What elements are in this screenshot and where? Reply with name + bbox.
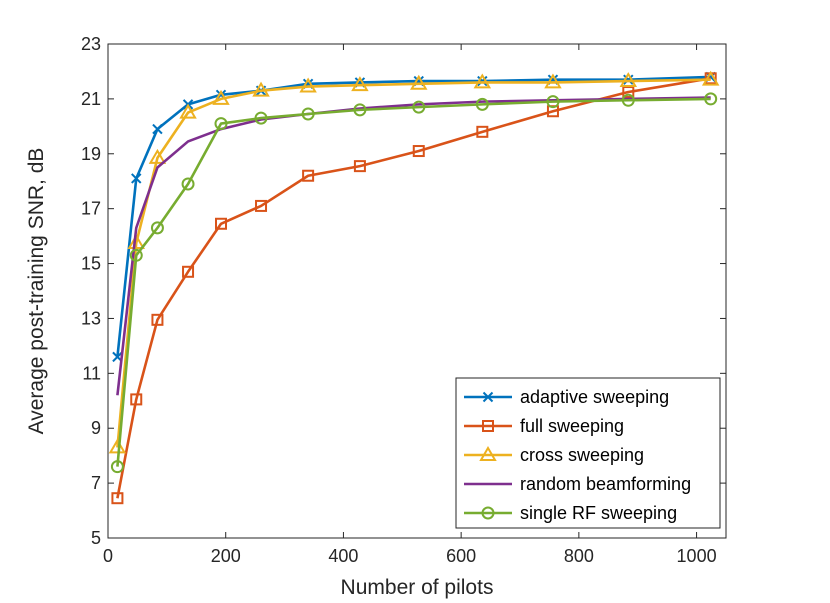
data-point-single-rf-sweeping bbox=[353, 103, 367, 117]
x-tick-label: 1000 bbox=[677, 546, 717, 566]
series-line-cross-sweeping bbox=[116, 78, 711, 448]
y-tick-label: 15 bbox=[81, 254, 101, 274]
legend-label-random-beamforming: random beamforming bbox=[520, 474, 691, 494]
data-point-cross-sweeping bbox=[473, 73, 492, 89]
y-tick-label: 7 bbox=[91, 473, 101, 493]
x-tick-label: 600 bbox=[446, 546, 476, 566]
y-tick-label: 19 bbox=[81, 144, 101, 164]
data-point-single-rf-sweeping bbox=[412, 100, 426, 114]
series-layer bbox=[108, 70, 720, 505]
x-axis-label: Number of pilots bbox=[341, 576, 494, 599]
data-point-single-rf-sweeping bbox=[621, 93, 635, 107]
y-tick-label: 5 bbox=[91, 528, 101, 548]
data-point-single-rf-sweeping bbox=[475, 97, 489, 111]
data-point-cross-sweeping bbox=[148, 148, 167, 164]
data-point-cross-sweeping bbox=[351, 76, 369, 92]
legend-marker-single-rf-sweeping bbox=[481, 506, 495, 520]
data-point-cross-sweeping bbox=[701, 70, 720, 86]
x-tick-label: 0 bbox=[103, 546, 113, 566]
x-tick-label: 400 bbox=[328, 546, 358, 566]
data-point-single-rf-sweeping bbox=[110, 460, 124, 474]
data-point-full-sweeping bbox=[215, 217, 228, 230]
data-point-cross-sweeping bbox=[619, 72, 638, 88]
data-point-full-sweeping bbox=[130, 393, 143, 406]
data-point-cross-sweeping bbox=[179, 103, 197, 119]
legend-marker-full-sweeping bbox=[482, 420, 494, 432]
data-point-adaptive-sweeping-b bbox=[131, 173, 142, 184]
data-point-cross-sweeping bbox=[212, 89, 230, 105]
y-tick-label: 21 bbox=[81, 89, 101, 109]
data-point-adaptive-sweeping bbox=[152, 123, 163, 135]
data-point-full-sweeping bbox=[476, 125, 489, 138]
data-point-single-rf-sweeping bbox=[301, 107, 315, 121]
data-point-cross-sweeping bbox=[544, 73, 562, 89]
legend-label-single-rf-sweeping: single RF sweeping bbox=[520, 503, 677, 523]
data-point-single-rf-sweeping bbox=[181, 177, 195, 191]
data-point-single-rf-sweeping bbox=[150, 221, 164, 235]
data-point-single-rf-sweeping bbox=[546, 95, 560, 109]
data-point-full-sweeping bbox=[412, 145, 425, 158]
data-point-adaptive-sweeping-b bbox=[112, 351, 123, 363]
data-point-full-sweeping bbox=[151, 313, 164, 326]
legend-label-full-sweeping: full sweeping bbox=[520, 416, 624, 436]
y-tick-label: 17 bbox=[81, 199, 101, 219]
legend-marker-adaptive-sweeping bbox=[482, 391, 494, 403]
data-point-full-sweeping bbox=[111, 492, 124, 505]
data-point-adaptive-sweeping bbox=[477, 75, 488, 87]
legend-marker-adaptive-sweeping-b bbox=[482, 391, 494, 403]
data-point-adaptive-sweeping-b bbox=[477, 75, 488, 87]
data-point-cross-sweeping bbox=[410, 74, 428, 90]
data-point-full-sweeping bbox=[302, 169, 315, 182]
legend-label-cross-sweeping: cross sweeping bbox=[520, 445, 644, 465]
data-point-single-rf-sweeping bbox=[704, 92, 718, 106]
x-tick-label: 800 bbox=[564, 546, 594, 566]
legend-marker-cross-sweeping bbox=[479, 446, 497, 461]
legend: adaptive sweeping full sweeping cross swee… bbox=[455, 377, 721, 529]
data-point-single-rf-sweeping bbox=[254, 111, 268, 125]
data-point-adaptive-sweeping bbox=[131, 173, 142, 184]
data-point-full-sweeping bbox=[353, 160, 366, 173]
series-line-full-sweeping bbox=[116, 77, 711, 499]
data-point-cross-sweeping bbox=[127, 233, 145, 249]
y-tick-label: 13 bbox=[81, 308, 101, 328]
data-point-cross-sweeping bbox=[252, 81, 270, 97]
data-point-adaptive-sweeping-b bbox=[623, 74, 634, 85]
y-axis-label: Average post-training SNR, dB bbox=[25, 148, 48, 435]
series-line-single-rf-sweeping bbox=[116, 97, 711, 467]
x-tick-label: 200 bbox=[211, 546, 241, 566]
data-point-full-sweeping bbox=[255, 199, 268, 212]
ticks-layer: 0 200 400 600 800 1000 5 7 9 11 13 15 17 19 21 23 bbox=[81, 34, 726, 566]
data-point-cross-sweeping bbox=[299, 77, 317, 93]
legend-box bbox=[455, 377, 721, 529]
data-point-adaptive-sweeping-b bbox=[152, 123, 163, 135]
data-point-single-rf-sweeping bbox=[129, 248, 143, 262]
y-tick-label: 11 bbox=[82, 363, 101, 383]
data-point-single-rf-sweeping bbox=[214, 117, 228, 131]
data-point-adaptive-sweeping bbox=[623, 74, 634, 85]
y-tick-label: 9 bbox=[91, 418, 101, 438]
data-point-full-sweeping bbox=[182, 265, 195, 278]
axes-box bbox=[107, 43, 727, 539]
legend-label-adaptive-sweeping: adaptive sweeping bbox=[520, 387, 669, 407]
y-tick-label: 23 bbox=[81, 34, 101, 54]
